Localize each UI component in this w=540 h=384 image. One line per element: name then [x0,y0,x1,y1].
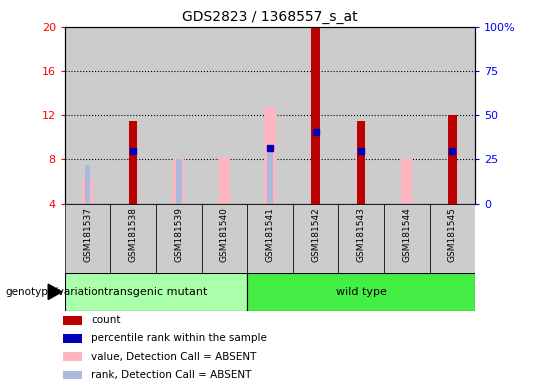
Bar [293,204,339,273]
Bar [247,27,293,204]
Bar [82,179,93,204]
Bar [156,204,201,273]
Text: GSM181542: GSM181542 [311,207,320,262]
Text: rank, Detection Call = ABSENT: rank, Detection Call = ABSENT [91,370,252,380]
Text: GSM181538: GSM181538 [129,207,138,262]
Bar [110,27,156,204]
Text: GSM181545: GSM181545 [448,207,457,262]
Bar [384,204,430,273]
Bar [401,159,413,204]
Title: GDS2823 / 1368557_s_at: GDS2823 / 1368557_s_at [182,10,358,25]
Bar [264,108,276,204]
Bar [65,27,110,204]
Bar [156,27,201,204]
Bar [384,27,430,204]
Text: GSM181541: GSM181541 [266,207,274,262]
Bar [312,27,320,204]
Bar [339,204,384,273]
Text: value, Detection Call = ABSENT: value, Detection Call = ABSENT [91,352,256,362]
Text: GSM181537: GSM181537 [83,207,92,262]
Bar [110,204,156,273]
Bar [201,204,247,273]
Bar [63,371,82,379]
Bar [85,165,90,204]
Text: transgenic mutant: transgenic mutant [104,287,208,297]
Text: GSM181540: GSM181540 [220,207,229,262]
Text: GSM181544: GSM181544 [402,207,411,262]
Bar [201,27,247,204]
Bar [339,27,384,204]
Bar [63,316,82,324]
Bar [63,334,82,343]
Text: genotype/variation: genotype/variation [5,287,105,297]
Bar [129,121,137,204]
Text: count: count [91,315,120,325]
Text: GSM181539: GSM181539 [174,207,183,262]
Bar [65,204,110,273]
Bar [357,121,365,204]
Bar [430,204,475,273]
Bar [293,27,339,204]
Bar [173,158,185,204]
Text: wild type: wild type [336,287,387,297]
Bar [247,204,293,273]
Bar [267,146,273,204]
Bar [176,159,181,204]
Polygon shape [48,284,62,300]
Text: percentile rank within the sample: percentile rank within the sample [91,333,267,343]
Text: GSM181543: GSM181543 [357,207,366,262]
Bar [448,115,456,204]
Bar [65,273,247,311]
Bar [63,352,82,361]
Bar [219,157,230,204]
Bar [247,273,475,311]
Bar [430,27,475,204]
